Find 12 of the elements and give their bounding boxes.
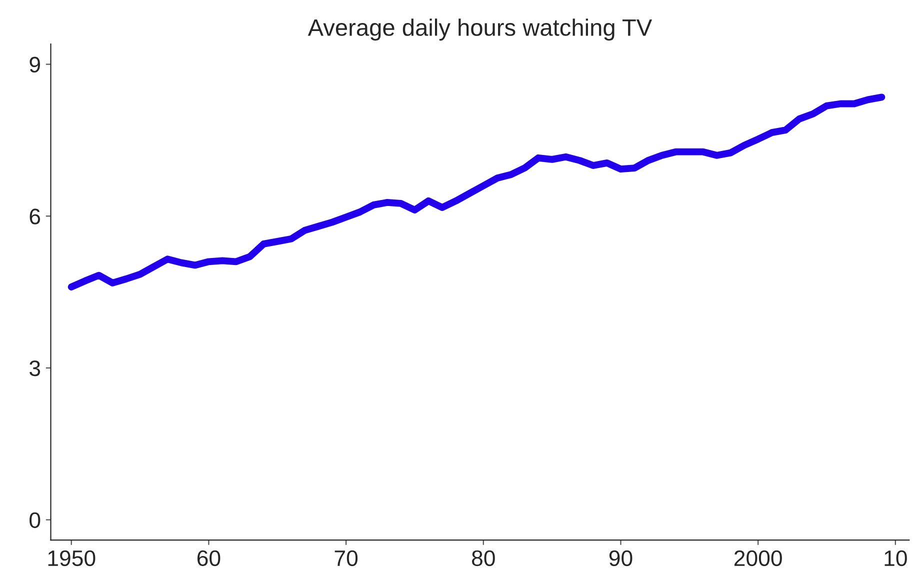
x-tick-label: 90 (609, 550, 632, 566)
x-tick-label: 1950 (48, 550, 96, 566)
x-tick-label: 60 (197, 550, 220, 566)
x-tick-label: 70 (334, 550, 358, 566)
y-tick-label: 3 (30, 360, 40, 376)
y-tick-label: 9 (30, 56, 40, 73)
x-tick-label: 80 (472, 550, 495, 566)
x-tick-label: 10 (884, 550, 907, 566)
x-tick-label: 2000 (734, 550, 782, 566)
y-tick-label: 6 (30, 208, 40, 224)
chart-title: Average daily hours watching TV (308, 18, 652, 41)
y-tick-label: 0 (30, 512, 40, 528)
